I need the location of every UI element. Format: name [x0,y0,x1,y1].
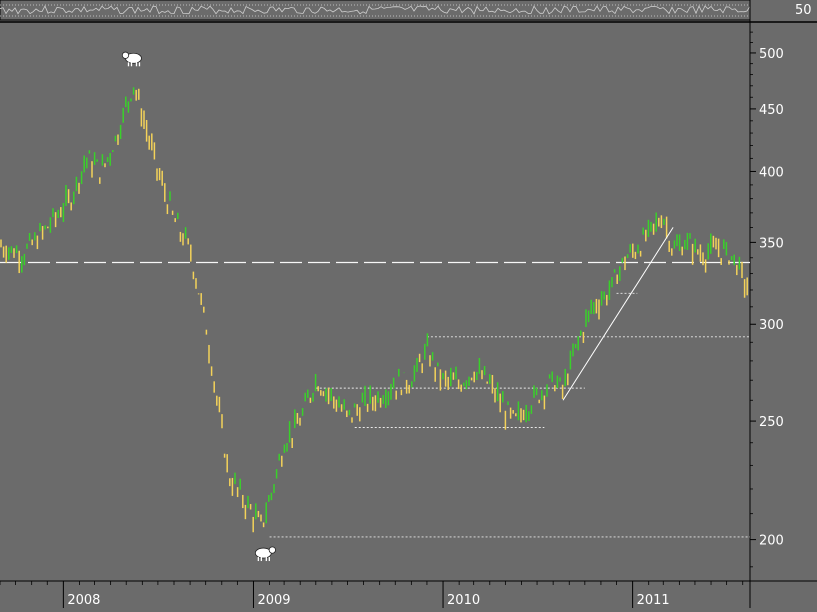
x-axis: 2008 2009 2010 2011 [0,581,744,608]
trendline [562,227,674,401]
bear-icon [121,51,142,67]
y-tick-label: 500 [759,47,784,62]
y-tick-label: 300 [759,318,784,333]
x-tick-label: 2010 [447,593,480,608]
y-tick-label: 350 [759,236,784,251]
y-tick-label: 250 [759,415,784,430]
indicator-level-label: 50 [795,3,812,18]
x-tick-label: 2011 [637,593,670,608]
indicator-line [0,5,751,15]
icon-head [268,546,276,554]
overlays [121,51,674,562]
y-tick-label: 200 [759,534,784,549]
y-axis: 200 250 300 350 400 450 500 [750,31,784,568]
icon-head [121,51,130,59]
x-tick-label: 2008 [67,593,100,608]
x-tick-label: 2009 [257,593,290,608]
y-tick-label: 450 [759,103,784,118]
price-bars [0,87,748,533]
bull-icon [254,546,276,562]
y-tick-label: 400 [759,165,784,180]
